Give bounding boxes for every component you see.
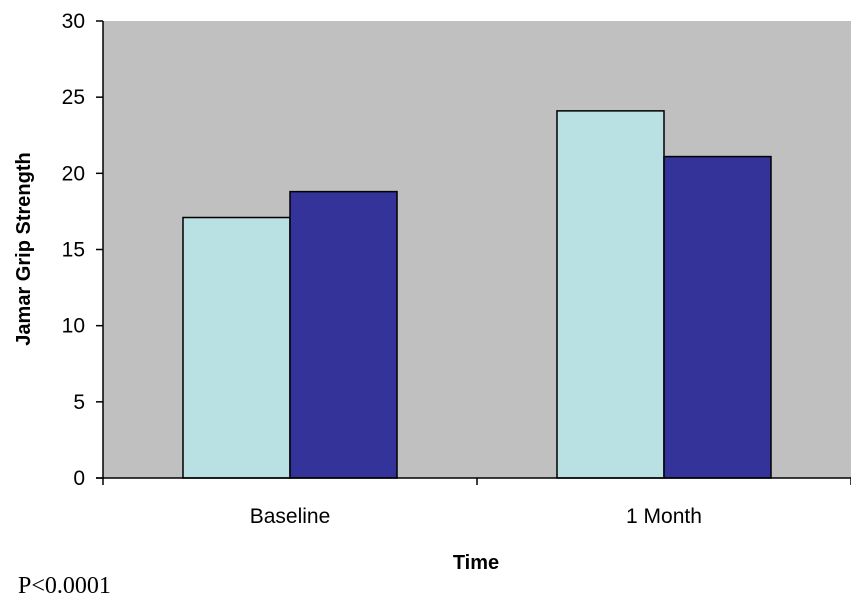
- y-tick-label: 0: [73, 467, 85, 490]
- p-value-note: P<0.0001: [18, 573, 111, 599]
- x-ticks-group: Baseline 1 Month: [102, 478, 851, 528]
- x-tick-label: Baseline: [250, 505, 331, 528]
- bar-series-2-baseline: [289, 190, 398, 479]
- x-tick-label: 1 Month: [626, 505, 702, 528]
- y-tick-label: 10: [62, 315, 85, 338]
- y-tick-label: 25: [62, 86, 85, 109]
- y-tick-label: 5: [73, 391, 85, 414]
- bar-series-2-1-month: [663, 155, 772, 479]
- y-axis-title: Jamar Grip Strength: [13, 152, 35, 345]
- bar-series-1-1-month: [556, 110, 665, 479]
- y-ticks-group: 0 5 10 15 20 25 30: [62, 10, 103, 490]
- x-axis-title: Time: [453, 552, 499, 574]
- bars-group: [182, 110, 772, 479]
- y-tick-label: 20: [62, 162, 85, 185]
- y-tick-label: 30: [62, 10, 85, 33]
- bar-series-1-baseline: [182, 216, 291, 479]
- y-tick-label: 15: [62, 239, 85, 262]
